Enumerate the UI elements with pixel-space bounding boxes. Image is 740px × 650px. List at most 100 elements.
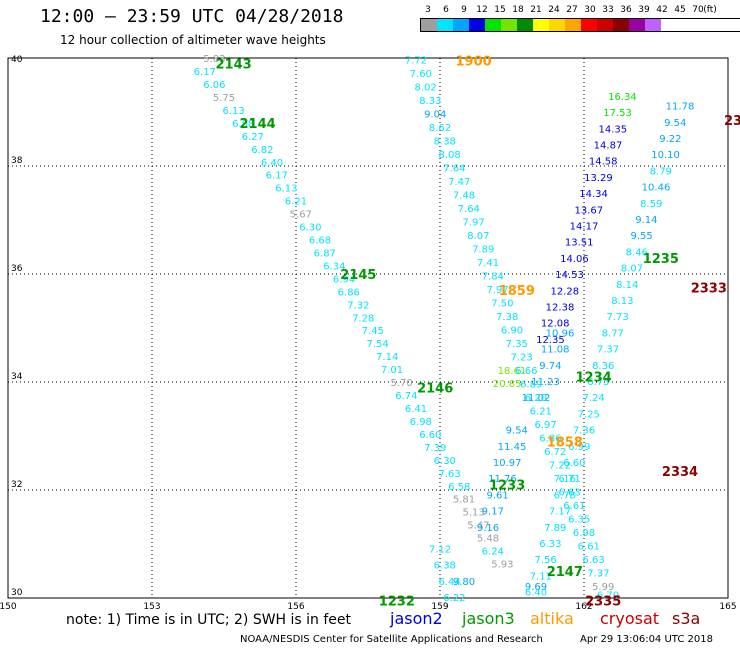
colorbar-label: 12 bbox=[476, 5, 488, 15]
swh-value-altika: 7.50 bbox=[491, 299, 513, 310]
swh-value-cryosat: 6.78 bbox=[554, 490, 576, 501]
swh-value-jason3: 14.58 bbox=[589, 157, 618, 168]
swh-value-cryosat: 8.36 bbox=[592, 361, 614, 372]
swh-value-altika: 7.97 bbox=[486, 285, 508, 296]
footer-credit: NOAA/NESDIS Center for Satellite Applica… bbox=[240, 634, 543, 645]
colorbar-swatch bbox=[453, 19, 469, 31]
swh-value-jason3: 7.01 bbox=[381, 365, 403, 376]
swh-value-jason3: 20.85 bbox=[493, 379, 522, 390]
swh-value-altika: 6.66 bbox=[515, 366, 537, 377]
colorbar-swatch bbox=[661, 19, 677, 31]
colorbar-legend: 3 6 9 12 15 18 21 24 27 30 33 36 39 42 45 70 (ft) bbox=[420, 4, 740, 32]
swh-value-jason2: 9.17 bbox=[482, 507, 504, 518]
pass-time-label: 2146 bbox=[417, 381, 453, 396]
swh-value-cryosat: 6.33 bbox=[539, 539, 561, 550]
pass-time-label: 2334 bbox=[662, 465, 698, 480]
colorbar-swatch bbox=[421, 19, 437, 31]
pass-time-label: 233 bbox=[724, 114, 740, 129]
colorbar-swatch bbox=[485, 19, 501, 31]
swh-value-jason2: 9.16 bbox=[477, 523, 499, 534]
colorbar-label: 42 bbox=[656, 5, 668, 15]
swh-value-cryosat: 7.24 bbox=[582, 393, 604, 404]
swh-value-cryosat: 7.56 bbox=[534, 555, 556, 566]
swh-value-jason3: 5.75 bbox=[213, 93, 235, 104]
swh-value-jason3: 5.67 bbox=[290, 210, 312, 221]
swh-value-jason3: 7.63 bbox=[438, 469, 460, 480]
swh-value-jason3: 5.83 bbox=[203, 54, 225, 65]
swh-value-altika: 6.70 bbox=[597, 590, 619, 601]
pass-time-label: 2147 bbox=[547, 565, 583, 580]
swh-value-jason3: 6.34 bbox=[323, 261, 345, 272]
pass-time-label: 2143 bbox=[216, 57, 252, 72]
swh-value-jason3: 6.13 bbox=[275, 184, 297, 195]
swh-value-altika: 7.22 bbox=[549, 461, 571, 472]
swh-value-jason3: 5.93 bbox=[491, 560, 513, 571]
x-tick-label: 159 bbox=[431, 602, 448, 612]
swh-value-jason2: 8.79 bbox=[650, 166, 672, 177]
swh-value-altika: 8.38 bbox=[434, 137, 456, 148]
colorbar-swatch bbox=[437, 19, 453, 31]
swh-value-altika: 6.61 bbox=[578, 542, 600, 553]
colorbar-label: 6 bbox=[443, 5, 449, 15]
swh-value-jason2: 9.55 bbox=[630, 231, 652, 242]
chart-subtitle: 12 hour collection of altimeter wave hei… bbox=[60, 33, 326, 47]
swh-value-altika: 7.23 bbox=[510, 353, 532, 364]
swh-value-jason3: 6.94 bbox=[333, 274, 355, 285]
swh-value-altika: 7.84 bbox=[482, 272, 504, 283]
colorbar-swatch bbox=[549, 19, 565, 31]
pass-time-label: 2145 bbox=[340, 268, 376, 283]
swh-value-jason2: 11.78 bbox=[666, 102, 695, 113]
swh-value-jason2: 11.76 bbox=[488, 474, 517, 485]
swh-value-jason3: 7.32 bbox=[347, 300, 369, 311]
swh-value-jason3: 7.28 bbox=[352, 313, 374, 324]
swh-value-jason3: 5.48 bbox=[477, 534, 499, 545]
swh-value-jason2: 9.69 bbox=[525, 582, 547, 593]
swh-value-cryosat: 7.36 bbox=[573, 426, 595, 437]
y-tick-label: 38 bbox=[11, 156, 23, 166]
colorbar-swatch bbox=[469, 19, 485, 31]
swh-value-altika: 7.72 bbox=[405, 56, 427, 67]
swh-value-cryosat: 8.07 bbox=[621, 264, 643, 275]
swh-value-jason2: 9.14 bbox=[635, 215, 657, 226]
swh-value-jason3: 6.74 bbox=[395, 391, 417, 402]
swh-value-cryosat: 8.46 bbox=[626, 247, 648, 258]
swh-value-jason2: 11.08 bbox=[541, 345, 570, 356]
swh-value-cryosat: 6.60 bbox=[563, 458, 585, 469]
swh-value-s3a: 6.44 bbox=[438, 577, 460, 588]
swh-value-altika: 7.41 bbox=[477, 258, 499, 269]
swh-value-jason3: 16.34 bbox=[608, 92, 637, 103]
colorbar-label: 45 bbox=[674, 5, 686, 15]
swh-value-jason2: 9.54 bbox=[664, 118, 686, 129]
swh-value-jason3: 14.17 bbox=[570, 221, 599, 232]
pass-time-label: 1232 bbox=[379, 595, 415, 610]
swh-value-altika: 6.86 bbox=[539, 434, 561, 445]
swh-value-cryosat: 8.14 bbox=[616, 280, 638, 291]
swh-value-jason3: 6.58 bbox=[448, 482, 470, 493]
colorbar-label: 70 bbox=[692, 5, 704, 15]
swh-value-jason3: 6.87 bbox=[314, 248, 336, 259]
swh-value-jason3: 6.68 bbox=[309, 236, 331, 247]
swh-value-jason3: 14.06 bbox=[560, 254, 589, 265]
swh-value-altika: 6.63 bbox=[558, 488, 580, 499]
swh-value-jason3: 12.35 bbox=[536, 335, 565, 346]
swh-value-jason3: 17.53 bbox=[603, 108, 632, 119]
swh-value-jason3: 13.51 bbox=[565, 238, 594, 249]
swh-value-cryosat: 6.71 bbox=[558, 474, 580, 485]
swh-value-altika: 7.47 bbox=[448, 177, 470, 188]
swh-value-cryosat: 7.89 bbox=[544, 523, 566, 534]
swh-value-jason2: 9.54 bbox=[506, 426, 528, 437]
swh-value-altika: 6.89 bbox=[520, 380, 542, 391]
colorbar-swatch bbox=[581, 19, 597, 31]
satellite-legend-altika: altika bbox=[530, 609, 574, 628]
pass-time-label: 2144 bbox=[240, 117, 276, 132]
satellite-legend-cryosat: cryosat bbox=[600, 609, 660, 628]
swh-value-jason3: 6.21 bbox=[285, 197, 307, 208]
swh-value-cryosat: 7.17 bbox=[549, 507, 571, 518]
colorbar-swatch bbox=[613, 19, 629, 31]
swh-value-jason2: 10.96 bbox=[546, 328, 575, 339]
colorbar-swatch bbox=[517, 19, 533, 31]
swh-value-altika: 6.98 bbox=[573, 528, 595, 539]
swh-value-altika: 8.33 bbox=[419, 96, 441, 107]
pass-time-label: 1858 bbox=[547, 435, 583, 450]
plot-frame bbox=[7, 57, 729, 599]
